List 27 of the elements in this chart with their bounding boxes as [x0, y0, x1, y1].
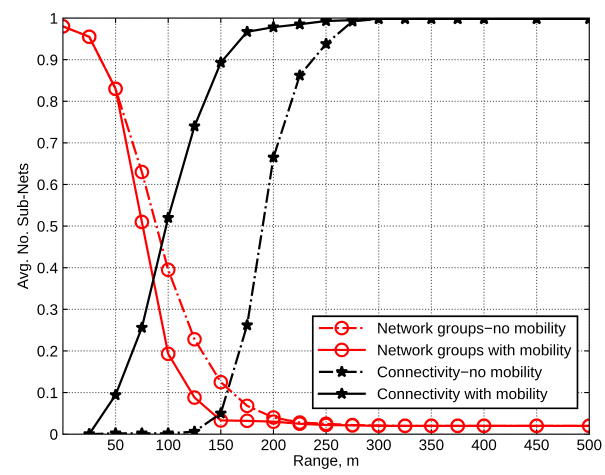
x-tick-label: 250	[314, 439, 338, 450]
legend-label: Network groups with mobility	[378, 344, 572, 358]
y-tick-label: 0.8	[37, 96, 58, 107]
x-tick-label: 300	[366, 439, 391, 450]
x-tick-label: 500	[577, 439, 602, 450]
y-tick-label: 0.2	[37, 346, 58, 357]
y-tick-label: 0.7	[37, 138, 58, 149]
x-tick-label: 150	[209, 439, 233, 450]
y-tick-label: 0	[50, 429, 58, 440]
x-tick-label: 450	[524, 439, 549, 450]
x-tick-label: 350	[419, 439, 444, 450]
x-tick-label: 200	[261, 439, 286, 450]
x-tick-label: 50	[108, 439, 124, 450]
y-tick-label: 0.1	[37, 387, 58, 398]
y-tick-label: 0.5	[37, 220, 58, 232]
legend-label: Connectivity with mobility	[378, 388, 548, 402]
y-tick-label: 1	[50, 13, 58, 24]
x-tick-label: 400	[472, 439, 496, 450]
y-axis-title: Avg. No. Sub-Nets	[17, 164, 32, 290]
y-tick-label: 0.6	[37, 179, 58, 190]
legend-label: Network groups−no mobility	[378, 322, 566, 337]
x-axis-title: Range, m	[294, 455, 358, 469]
y-tick-label: 0.4	[37, 262, 58, 274]
legend-label: Connectivity−no mobility	[378, 366, 542, 380]
y-tick-label: 0.9	[37, 54, 58, 66]
y-tick-label: 0.3	[37, 304, 58, 316]
x-tick-label: 100	[156, 439, 180, 450]
